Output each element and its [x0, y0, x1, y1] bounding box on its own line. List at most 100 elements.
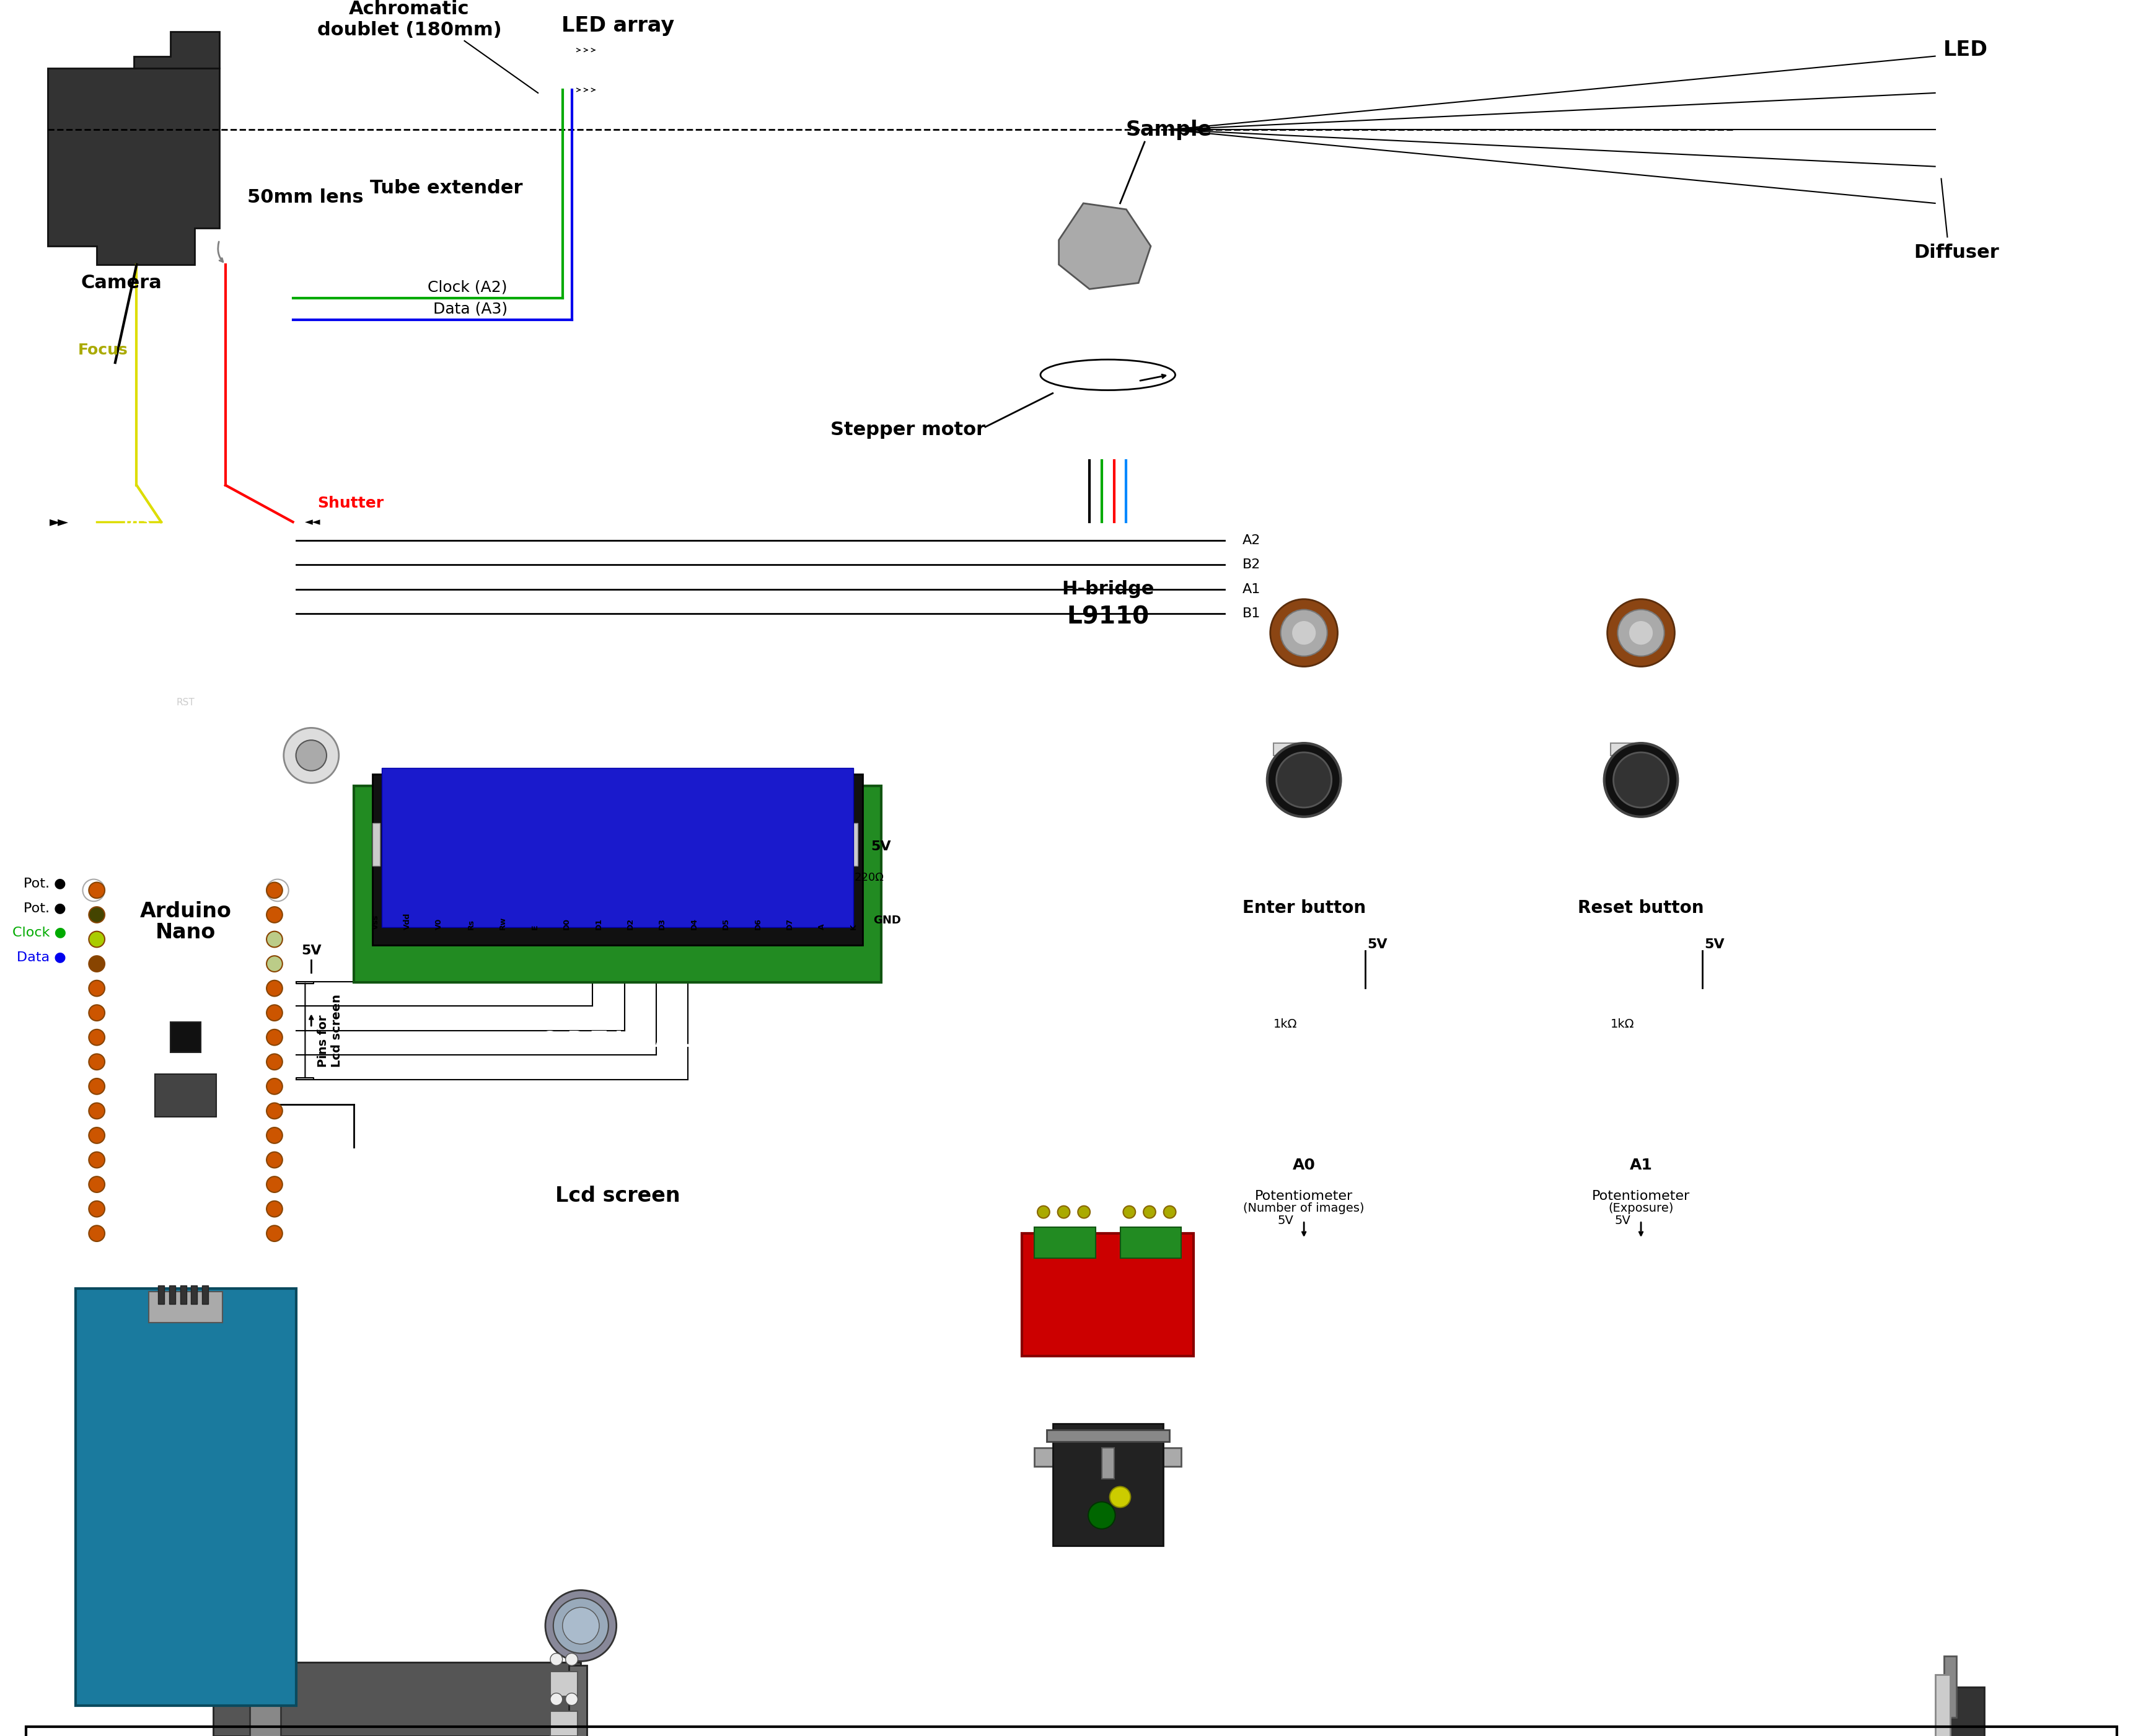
Text: D6: D6 [226, 663, 243, 675]
Bar [156, 1075, 215, 1116]
Text: D5
(nano): D5 (nano) [578, 894, 597, 927]
Text: V0: V0 [435, 918, 444, 929]
Text: D9: D9 [226, 590, 243, 601]
Text: D10: D10 [222, 566, 247, 576]
Circle shape [1613, 752, 1668, 807]
Bar [1947, 1687, 1984, 1736]
Circle shape [1271, 599, 1337, 667]
Text: O P T I C A L: O P T I C A L [540, 1029, 695, 1050]
Text: 220Ω: 220Ω [853, 871, 883, 884]
Circle shape [90, 1054, 105, 1069]
Bar [158, 1286, 164, 1304]
Text: A5: A5 [128, 712, 145, 724]
Circle shape [267, 1054, 282, 1069]
Text: A2: A2 [1244, 535, 1261, 547]
Text: A0: A0 [1293, 1158, 1316, 1174]
Text: L9110: L9110 [1066, 606, 1150, 628]
Text: K: K [849, 924, 857, 929]
Circle shape [267, 878, 288, 901]
Bar [550, 1672, 578, 1696]
Circle shape [267, 1078, 282, 1094]
Text: A7: A7 [128, 760, 145, 773]
Text: D4: D4 [691, 918, 697, 929]
Circle shape [267, 1127, 282, 1144]
Text: Achromatic
doublet (180mm): Achromatic doublet (180mm) [318, 0, 501, 38]
Circle shape [296, 740, 326, 771]
Text: Clock ●: Clock ● [13, 927, 66, 939]
Circle shape [90, 882, 105, 898]
Circle shape [1276, 752, 1331, 807]
Text: RST: RST [124, 811, 149, 821]
Text: D1: D1 [595, 918, 604, 929]
Text: 1kΩ: 1kΩ [1610, 1019, 1634, 1031]
Circle shape [90, 1127, 105, 1144]
Circle shape [1630, 620, 1653, 646]
Circle shape [1109, 1486, 1130, 1507]
Text: Tube extender: Tube extender [369, 179, 523, 196]
Circle shape [83, 878, 105, 901]
Circle shape [90, 1201, 105, 1217]
Text: 5V: 5V [1615, 1215, 1630, 1226]
Circle shape [90, 1005, 105, 1021]
Text: 5V: 5V [1278, 1215, 1293, 1226]
Circle shape [90, 981, 105, 996]
Bar [373, 774, 862, 946]
Bar [1054, 1424, 1162, 1547]
Text: Pot. ●: Pot. ● [23, 901, 66, 915]
Text: D6: D6 [753, 918, 761, 929]
Bar [570, 1665, 587, 1736]
Text: 5V: 5V [301, 944, 322, 957]
Bar [1120, 1227, 1182, 1259]
Text: 5V: 5V [128, 786, 145, 797]
Bar [563, 823, 572, 866]
Text: (Exposure): (Exposure) [1608, 1203, 1674, 1213]
Text: Camera: Camera [81, 274, 162, 292]
Bar [171, 1023, 201, 1052]
Text: C T   S C A N N E R: C T S C A N N E R [503, 1092, 732, 1113]
Bar [1022, 1234, 1194, 1356]
Text: Vdd: Vdd [403, 913, 412, 929]
Circle shape [267, 1005, 282, 1021]
Bar [1610, 743, 1634, 755]
Circle shape [267, 1226, 282, 1241]
Bar [1047, 1429, 1169, 1443]
Circle shape [550, 1653, 563, 1665]
Circle shape [1143, 1207, 1156, 1219]
Bar [382, 767, 853, 927]
Text: D12
(nano): D12 (nano) [395, 894, 412, 927]
Text: 5V: 5V [1704, 939, 1726, 951]
Bar [179, 1286, 186, 1304]
Text: D2
(nano): D2 (nano) [761, 894, 781, 927]
Text: ►: ► [49, 516, 60, 528]
Bar [373, 823, 380, 866]
Text: 1kΩ: 1kΩ [1273, 1019, 1297, 1031]
Text: Pot. ●: Pot. ● [23, 877, 66, 891]
Circle shape [1058, 1207, 1071, 1219]
Circle shape [1604, 743, 1679, 816]
Circle shape [565, 1653, 578, 1665]
Circle shape [267, 882, 282, 898]
Circle shape [267, 1153, 282, 1168]
Circle shape [1088, 1502, 1116, 1529]
Bar [169, 1286, 175, 1304]
Bar [1935, 1675, 1950, 1736]
Circle shape [1280, 609, 1327, 656]
Bar [1047, 1307, 1169, 1319]
Text: D11: D11 [222, 540, 247, 552]
Polygon shape [134, 31, 220, 68]
Text: D5: D5 [226, 687, 243, 700]
Text: D3: D3 [659, 918, 665, 929]
Text: 50mm lens: 50mm lens [247, 187, 363, 207]
Bar [354, 786, 881, 983]
Text: Lcd screen: Lcd screen [555, 1186, 680, 1207]
Bar [1273, 743, 1297, 755]
Text: Diffuser: Diffuser [1913, 243, 1999, 262]
Text: GND: GND [220, 786, 250, 797]
Text: D6
(nano): D6 (nano) [516, 894, 535, 927]
Text: A1: A1 [1244, 583, 1261, 595]
Circle shape [90, 957, 105, 972]
Circle shape [546, 1590, 616, 1661]
Circle shape [1608, 599, 1674, 667]
Text: D8: D8 [226, 615, 243, 627]
Circle shape [90, 1078, 105, 1094]
